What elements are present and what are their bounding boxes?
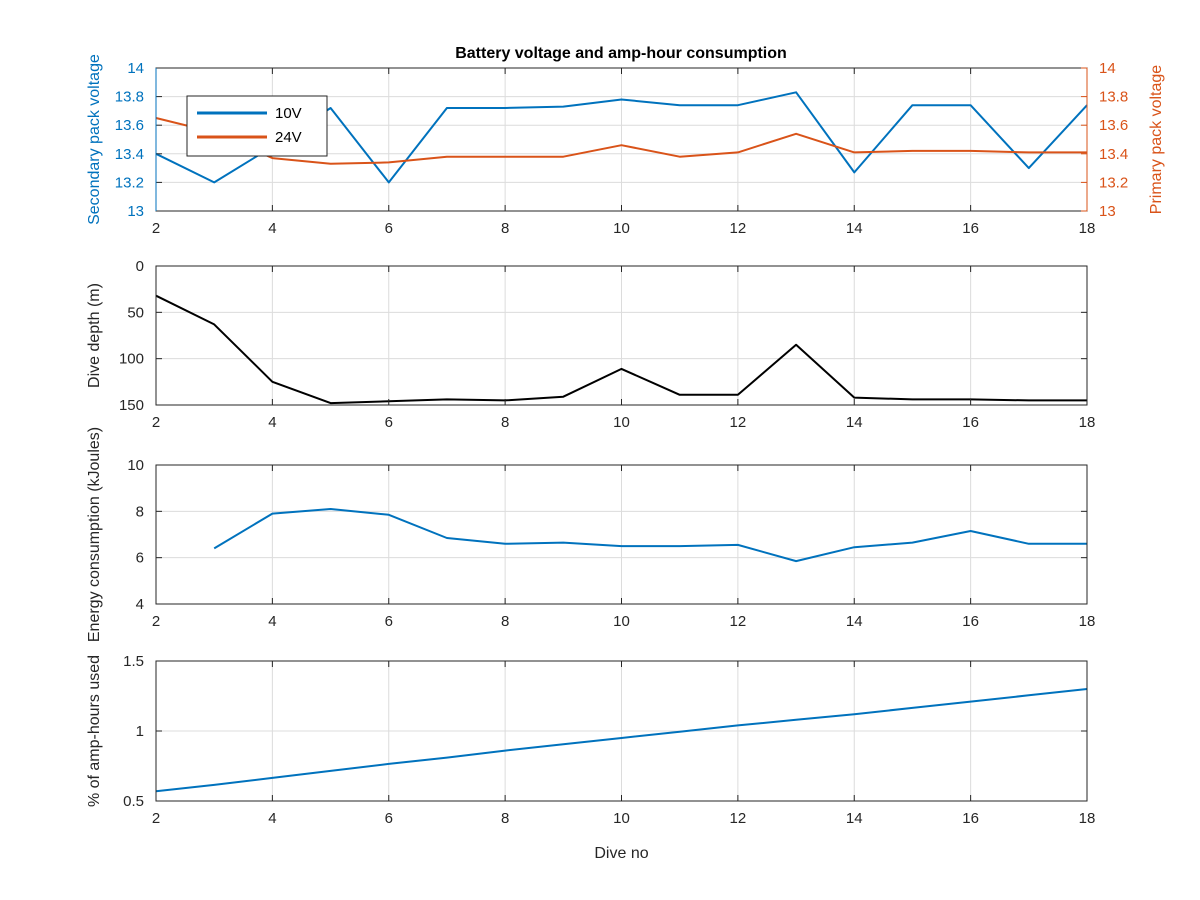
x-tick-label: 6	[385, 220, 393, 237]
subplot-1: 2 4 6 8 10 12 14 16 181313.213.413.613.8141313.2…	[86, 54, 1165, 237]
x-tick-label: 16	[962, 810, 979, 827]
y-tick-label: 13.6	[115, 117, 144, 134]
subplot-4: 2 4 6 8 10 12 14 16 18 0.5 1 1.5 % of amp-hours used…	[86, 653, 1095, 862]
x-tick-label: 2	[152, 414, 160, 431]
x-tick-label: 10	[613, 414, 630, 431]
x-tick-label: 18	[1079, 810, 1096, 827]
figure-title: Battery voltage and amp-hour consumption	[455, 45, 787, 62]
y-tick-label: 4	[136, 596, 144, 613]
right-y-tick-label: 14	[1099, 60, 1116, 77]
x-tick-label: 2	[152, 810, 160, 827]
x-tick-label: 12	[730, 810, 747, 827]
x-tick-label: 4	[268, 414, 276, 431]
x-tick-label: 14	[846, 414, 863, 431]
x-tick-label: 10	[613, 613, 630, 630]
x-tick-label: 4	[268, 220, 276, 237]
series-line-24V	[155, 117, 1087, 165]
x-tick-label: 14	[846, 810, 863, 827]
x-tick-label: 4	[268, 810, 276, 827]
series-line-4	[155, 688, 1088, 793]
right-y-tick-label: 13.2	[1099, 174, 1128, 191]
y-tick-label: 100	[119, 351, 144, 368]
y-tick-label: 150	[119, 397, 144, 414]
subplot-2: 2 4 6 8 10 12 14 16 18 0 50 100 150 Dive depth (m)	[86, 258, 1095, 431]
y-tick-label: 13	[127, 203, 144, 220]
x-tick-label: 14	[846, 613, 863, 630]
x-tick-label: 6	[385, 613, 393, 630]
x-tick-label: 12	[730, 220, 747, 237]
x-tick-label: 6	[385, 414, 393, 431]
right-y-tick-label: 13.6	[1099, 117, 1128, 134]
right-y-tick-label: 13	[1099, 203, 1116, 220]
y-tick-label: 13.2	[115, 174, 144, 191]
x-tick-label: 12	[730, 414, 747, 431]
right-y-tick-label: 13.4	[1099, 146, 1128, 163]
y-axis-label: Secondary pack voltage	[86, 54, 103, 225]
y-tick-label: 8	[136, 503, 144, 520]
legend-label-10V: 10V	[275, 105, 302, 122]
y-tick-label: 13.4	[115, 146, 144, 163]
x-tick-label: 18	[1079, 414, 1096, 431]
y-tick-label: 50	[127, 304, 144, 321]
x-tick-label: 2	[152, 613, 160, 630]
legend-label-24V: 24V	[275, 129, 302, 146]
x-tick-label: 16	[962, 613, 979, 630]
y-axis-label: Dive depth (m)	[86, 283, 103, 388]
x-tick-label: 16	[962, 414, 979, 431]
legend-box	[186, 95, 328, 157]
x-tick-label: 12	[730, 613, 747, 630]
x-tick-label: 6	[385, 810, 393, 827]
right-y-axis-label: Primary pack voltage	[1148, 65, 1165, 214]
x-tick-label: 8	[501, 414, 509, 431]
x-tick-label: 10	[613, 810, 630, 827]
x-axis-label: Dive no	[594, 845, 648, 862]
y-tick-label: 1	[136, 723, 144, 740]
y-axis-label: Energy consumption (kJoules)	[86, 427, 103, 642]
y-tick-label: 0.5	[123, 793, 144, 810]
y-tick-label: 1.5	[123, 653, 144, 670]
y-tick-label: 13.8	[115, 89, 144, 106]
x-tick-label: 8	[501, 810, 509, 827]
x-tick-label: 2	[152, 220, 160, 237]
x-tick-label: 10	[613, 220, 630, 237]
x-tick-label: 4	[268, 613, 276, 630]
x-tick-label: 18	[1079, 613, 1096, 630]
y-tick-label: 0	[136, 258, 144, 275]
series-line-2	[155, 294, 1087, 405]
x-tick-label: 8	[501, 220, 509, 237]
y-axis-label: % of amp-hours used	[86, 655, 103, 807]
y-tick-label: 14	[127, 60, 144, 77]
x-tick-label: 18	[1079, 220, 1096, 237]
series-line-3	[213, 508, 1087, 563]
x-tick-label: 16	[962, 220, 979, 237]
x-tick-label: 14	[846, 220, 863, 237]
x-tick-label: 8	[501, 613, 509, 630]
y-tick-label: 6	[136, 550, 144, 567]
y-tick-label: 10	[127, 457, 144, 474]
right-y-tick-label: 13.8	[1099, 89, 1128, 106]
